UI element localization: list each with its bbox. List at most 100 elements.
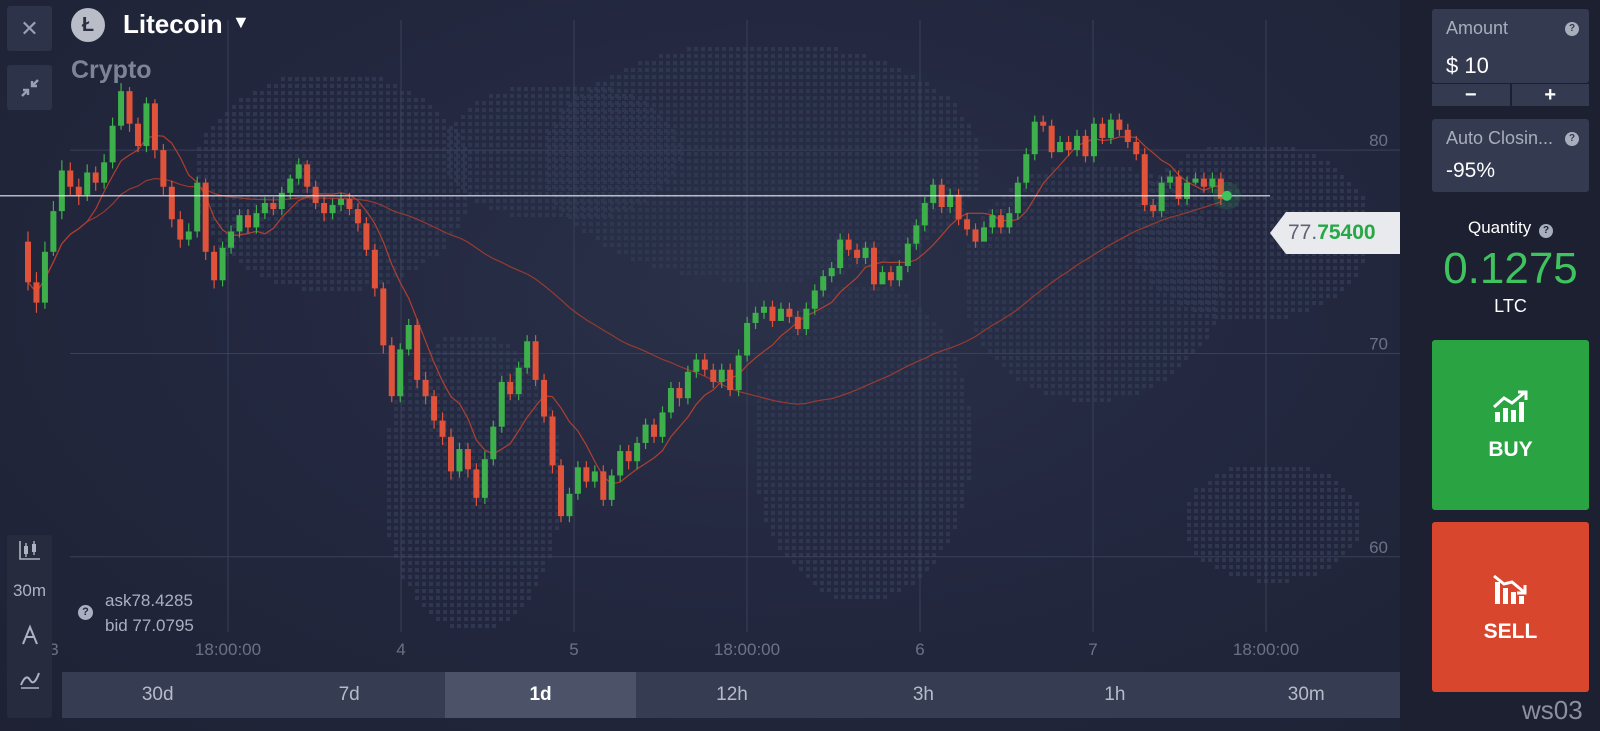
chevron-down-icon[interactable]: ▼ bbox=[232, 12, 250, 32]
candle-body bbox=[1090, 123, 1097, 157]
period-tab-30m[interactable]: 30m bbox=[1287, 684, 1325, 705]
auto-closing-field[interactable]: Auto Closin... ? -95% bbox=[1432, 119, 1589, 192]
candle-body bbox=[854, 249, 861, 258]
watermark-label: ws03 bbox=[1522, 695, 1583, 725]
candle-body bbox=[253, 213, 260, 228]
candle-body bbox=[236, 215, 243, 232]
candle-body bbox=[1209, 178, 1216, 187]
candle-body bbox=[498, 381, 505, 427]
candle-body bbox=[608, 475, 615, 500]
x-tick-label: 7 bbox=[1088, 640, 1097, 659]
y-tick-label: 60 bbox=[1369, 538, 1388, 557]
candle-body bbox=[431, 396, 438, 421]
candle-body bbox=[845, 239, 852, 250]
amount-value[interactable]: $ 10 bbox=[1446, 53, 1489, 78]
candle-body bbox=[143, 103, 150, 147]
chart-type-button[interactable] bbox=[7, 537, 52, 568]
current-price-tag: 77. 75400 bbox=[1270, 212, 1402, 254]
chart-up-icon bbox=[1492, 390, 1528, 422]
collapse-button[interactable] bbox=[7, 65, 52, 110]
candle-body bbox=[58, 170, 65, 212]
candle-body bbox=[371, 249, 378, 289]
x-tick-label: 18:00:00 bbox=[1233, 640, 1299, 659]
amount-field[interactable]: Amount ? $ 10 bbox=[1432, 9, 1589, 83]
candle-body bbox=[25, 241, 31, 283]
help-icon[interactable]: ? bbox=[1565, 22, 1579, 36]
ask-bid-quotes: ask78.4285 bid 77.0795 bbox=[105, 588, 194, 638]
ma-fast-line bbox=[27, 134, 1222, 485]
help-icon[interactable]: ? bbox=[1565, 132, 1579, 146]
candle-body bbox=[710, 369, 717, 382]
candle-body bbox=[1158, 182, 1165, 212]
period-tab-30d[interactable]: 30d bbox=[141, 684, 174, 705]
current-price-glow bbox=[1212, 181, 1241, 210]
candle-body bbox=[659, 412, 666, 437]
candle-body bbox=[490, 426, 497, 460]
close-button[interactable]: ✕ bbox=[7, 6, 52, 51]
candle-body bbox=[507, 381, 514, 395]
candle-body bbox=[109, 125, 116, 163]
timeframe-button[interactable]: 30m bbox=[12, 581, 47, 600]
candle-body bbox=[617, 451, 624, 476]
sell-button[interactable]: SELL bbox=[1432, 522, 1589, 692]
candle-body bbox=[913, 225, 920, 244]
amount-decrease-button[interactable]: − bbox=[1432, 84, 1510, 106]
candle-body bbox=[1192, 178, 1199, 183]
candle-body bbox=[761, 306, 768, 313]
candle-body bbox=[211, 251, 218, 281]
candle-body bbox=[583, 467, 590, 482]
candle-body bbox=[1167, 176, 1174, 183]
candle-body bbox=[676, 388, 683, 399]
chart-area[interactable]: 3 18:00:00 4 5 18:00:00 6 7 18:00:00 80 70 60 bbox=[0, 0, 1400, 731]
candle-body bbox=[1057, 142, 1064, 153]
candle-body bbox=[642, 424, 649, 443]
candle-body bbox=[295, 164, 302, 179]
candle-body bbox=[980, 227, 987, 242]
candle-body bbox=[101, 162, 108, 183]
buy-button[interactable]: BUY bbox=[1432, 340, 1589, 510]
current-price-dot bbox=[1221, 190, 1232, 201]
candle-body bbox=[1175, 176, 1182, 199]
candle-body bbox=[473, 469, 480, 498]
price-chart[interactable]: 3 18:00:00 4 5 18:00:00 6 7 18:00:00 80 70 60 bbox=[0, 0, 1400, 731]
candle-body bbox=[168, 186, 175, 220]
candle-body bbox=[837, 239, 844, 269]
candle-body bbox=[701, 359, 708, 370]
sell-label: SELL bbox=[1483, 620, 1538, 643]
candle-body bbox=[718, 369, 725, 382]
candle-body bbox=[405, 325, 412, 350]
help-icon[interactable]: ? bbox=[1539, 224, 1554, 238]
candle-body bbox=[777, 308, 784, 321]
quantity-unit: LTC bbox=[1494, 296, 1527, 316]
candle-body bbox=[1141, 154, 1148, 206]
candle-body bbox=[515, 367, 522, 395]
period-tab-1d[interactable]: 1d bbox=[444, 672, 637, 718]
candle-body bbox=[803, 308, 810, 330]
indicators-button[interactable] bbox=[7, 667, 52, 696]
drawing-tools-button[interactable] bbox=[7, 623, 52, 652]
candle-body bbox=[202, 182, 209, 252]
candle-body bbox=[1133, 142, 1140, 155]
candle-body bbox=[151, 103, 158, 151]
period-tab-1h[interactable]: 1h bbox=[1104, 684, 1126, 705]
candle-body bbox=[964, 219, 971, 230]
auto-closing-value[interactable]: -95% bbox=[1446, 159, 1496, 182]
candle-body bbox=[464, 449, 471, 470]
candle-body bbox=[972, 229, 979, 242]
quantity-label-text: Quantity bbox=[1467, 218, 1532, 237]
period-tab-12h[interactable]: 12h bbox=[716, 684, 748, 705]
chart-tools-strip: 30m bbox=[7, 535, 52, 718]
candle-body bbox=[557, 465, 564, 517]
help-icon[interactable]: ? bbox=[78, 605, 93, 620]
candle-body bbox=[1074, 135, 1081, 151]
candle-body bbox=[989, 215, 996, 228]
candle-body bbox=[591, 471, 598, 482]
candle-body bbox=[1217, 178, 1224, 199]
period-tab-7d[interactable]: 7d bbox=[338, 684, 360, 705]
asset-name[interactable]: Litecoin bbox=[123, 9, 223, 39]
candle-body bbox=[160, 150, 167, 187]
chart-down-icon bbox=[1493, 574, 1527, 604]
period-tab-3h[interactable]: 3h bbox=[912, 684, 934, 705]
amount-increase-button[interactable]: + bbox=[1511, 84, 1589, 106]
candle-body bbox=[219, 247, 226, 281]
